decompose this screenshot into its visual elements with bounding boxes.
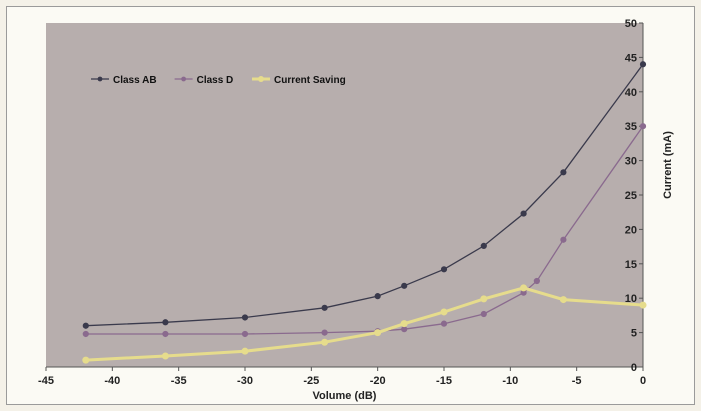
y-tick-label: 40 (625, 87, 637, 99)
data-point (401, 282, 408, 289)
data-point (321, 338, 329, 346)
data-point (241, 330, 249, 338)
y-tick-label: 0 (631, 362, 637, 374)
series-class-ab (82, 61, 647, 329)
x-tick-label: -45 (38, 375, 54, 387)
y-tick-label: 20 (625, 224, 637, 236)
data-point (374, 293, 381, 300)
legend-label: Class AB (113, 75, 157, 86)
data-point (639, 123, 647, 130)
data-point (374, 329, 382, 337)
data-point (520, 210, 527, 217)
data-point (480, 242, 487, 250)
legend-item-class-ab: Class AB (91, 75, 157, 86)
legend-label: Current Saving (274, 75, 346, 86)
data-point (82, 330, 89, 338)
x-tick-label: 0 (640, 375, 646, 387)
data-point (440, 266, 448, 273)
data-point (82, 356, 90, 364)
legend: Class AB Class D Current Saving (91, 75, 346, 86)
legend-swatch-marker (97, 76, 103, 82)
legend-swatch-marker (258, 76, 264, 82)
legend-label: Class D (197, 75, 234, 86)
y-tick-label: 25 (625, 190, 637, 202)
legend-swatch-marker (181, 76, 187, 82)
x-tick-label: -35 (171, 375, 187, 387)
data-point (480, 295, 488, 303)
data-point (560, 169, 567, 176)
x-tick-label: -10 (502, 375, 518, 387)
series-current-saving (82, 284, 647, 364)
line-chart: -45 -40 -35 -30 -25 -20 -15 -10 -5 00 5 10 15 20 25 30 3… (38, 18, 674, 402)
y-tick-label: 5 (631, 328, 637, 340)
x-axis-title: Volume (dB) (313, 390, 377, 402)
x-tick-label: -30 (237, 375, 253, 387)
data-point (533, 277, 540, 285)
data-point (559, 296, 567, 304)
x-tick-label: -20 (370, 375, 386, 387)
series-layer (82, 61, 647, 364)
data-point (440, 308, 448, 316)
data-point (480, 310, 487, 318)
chart-frame: -45 -40 -35 -30 -25 -20 -15 -10 -5 0 0 5 10 15 20 25 30 3… (6, 6, 695, 405)
series-line (85, 125, 644, 335)
data-point (321, 329, 328, 336)
data-point (241, 314, 249, 321)
data-point (241, 347, 249, 355)
plot-area (46, 23, 643, 367)
x-tick-label: -25 (303, 375, 319, 387)
x-tick-label: -5 (572, 375, 582, 387)
data-point (440, 320, 448, 327)
y-axis-title: Current (mA) (662, 131, 674, 199)
data-point (400, 320, 408, 328)
y-tick-label: 50 (625, 18, 637, 30)
axes: -45 -40 -35 -30 -25 -20 -15 -10 -5 00 5 10 15 20 25 30 3… (38, 18, 646, 387)
data-point (639, 61, 647, 68)
x-tick-label: -15 (436, 375, 452, 387)
y-tick-label: 45 (625, 52, 637, 64)
y-tick-label: 15 (625, 259, 637, 271)
y-tick-label: 35 (625, 121, 637, 133)
data-point (321, 304, 328, 311)
data-point (401, 326, 408, 333)
legend-item-class-d: Class D (174, 75, 234, 86)
data-point (161, 352, 169, 360)
data-point (560, 236, 567, 243)
x-tick-label: -40 (104, 375, 120, 387)
data-point (162, 319, 169, 326)
data-point (639, 301, 647, 309)
data-point (82, 322, 89, 329)
data-point (520, 284, 528, 292)
y-tick-label: 30 (625, 156, 637, 168)
y-tick-label: 10 (625, 293, 637, 305)
legend-item-current-saving: Current Saving (252, 75, 346, 86)
data-point (162, 330, 169, 338)
